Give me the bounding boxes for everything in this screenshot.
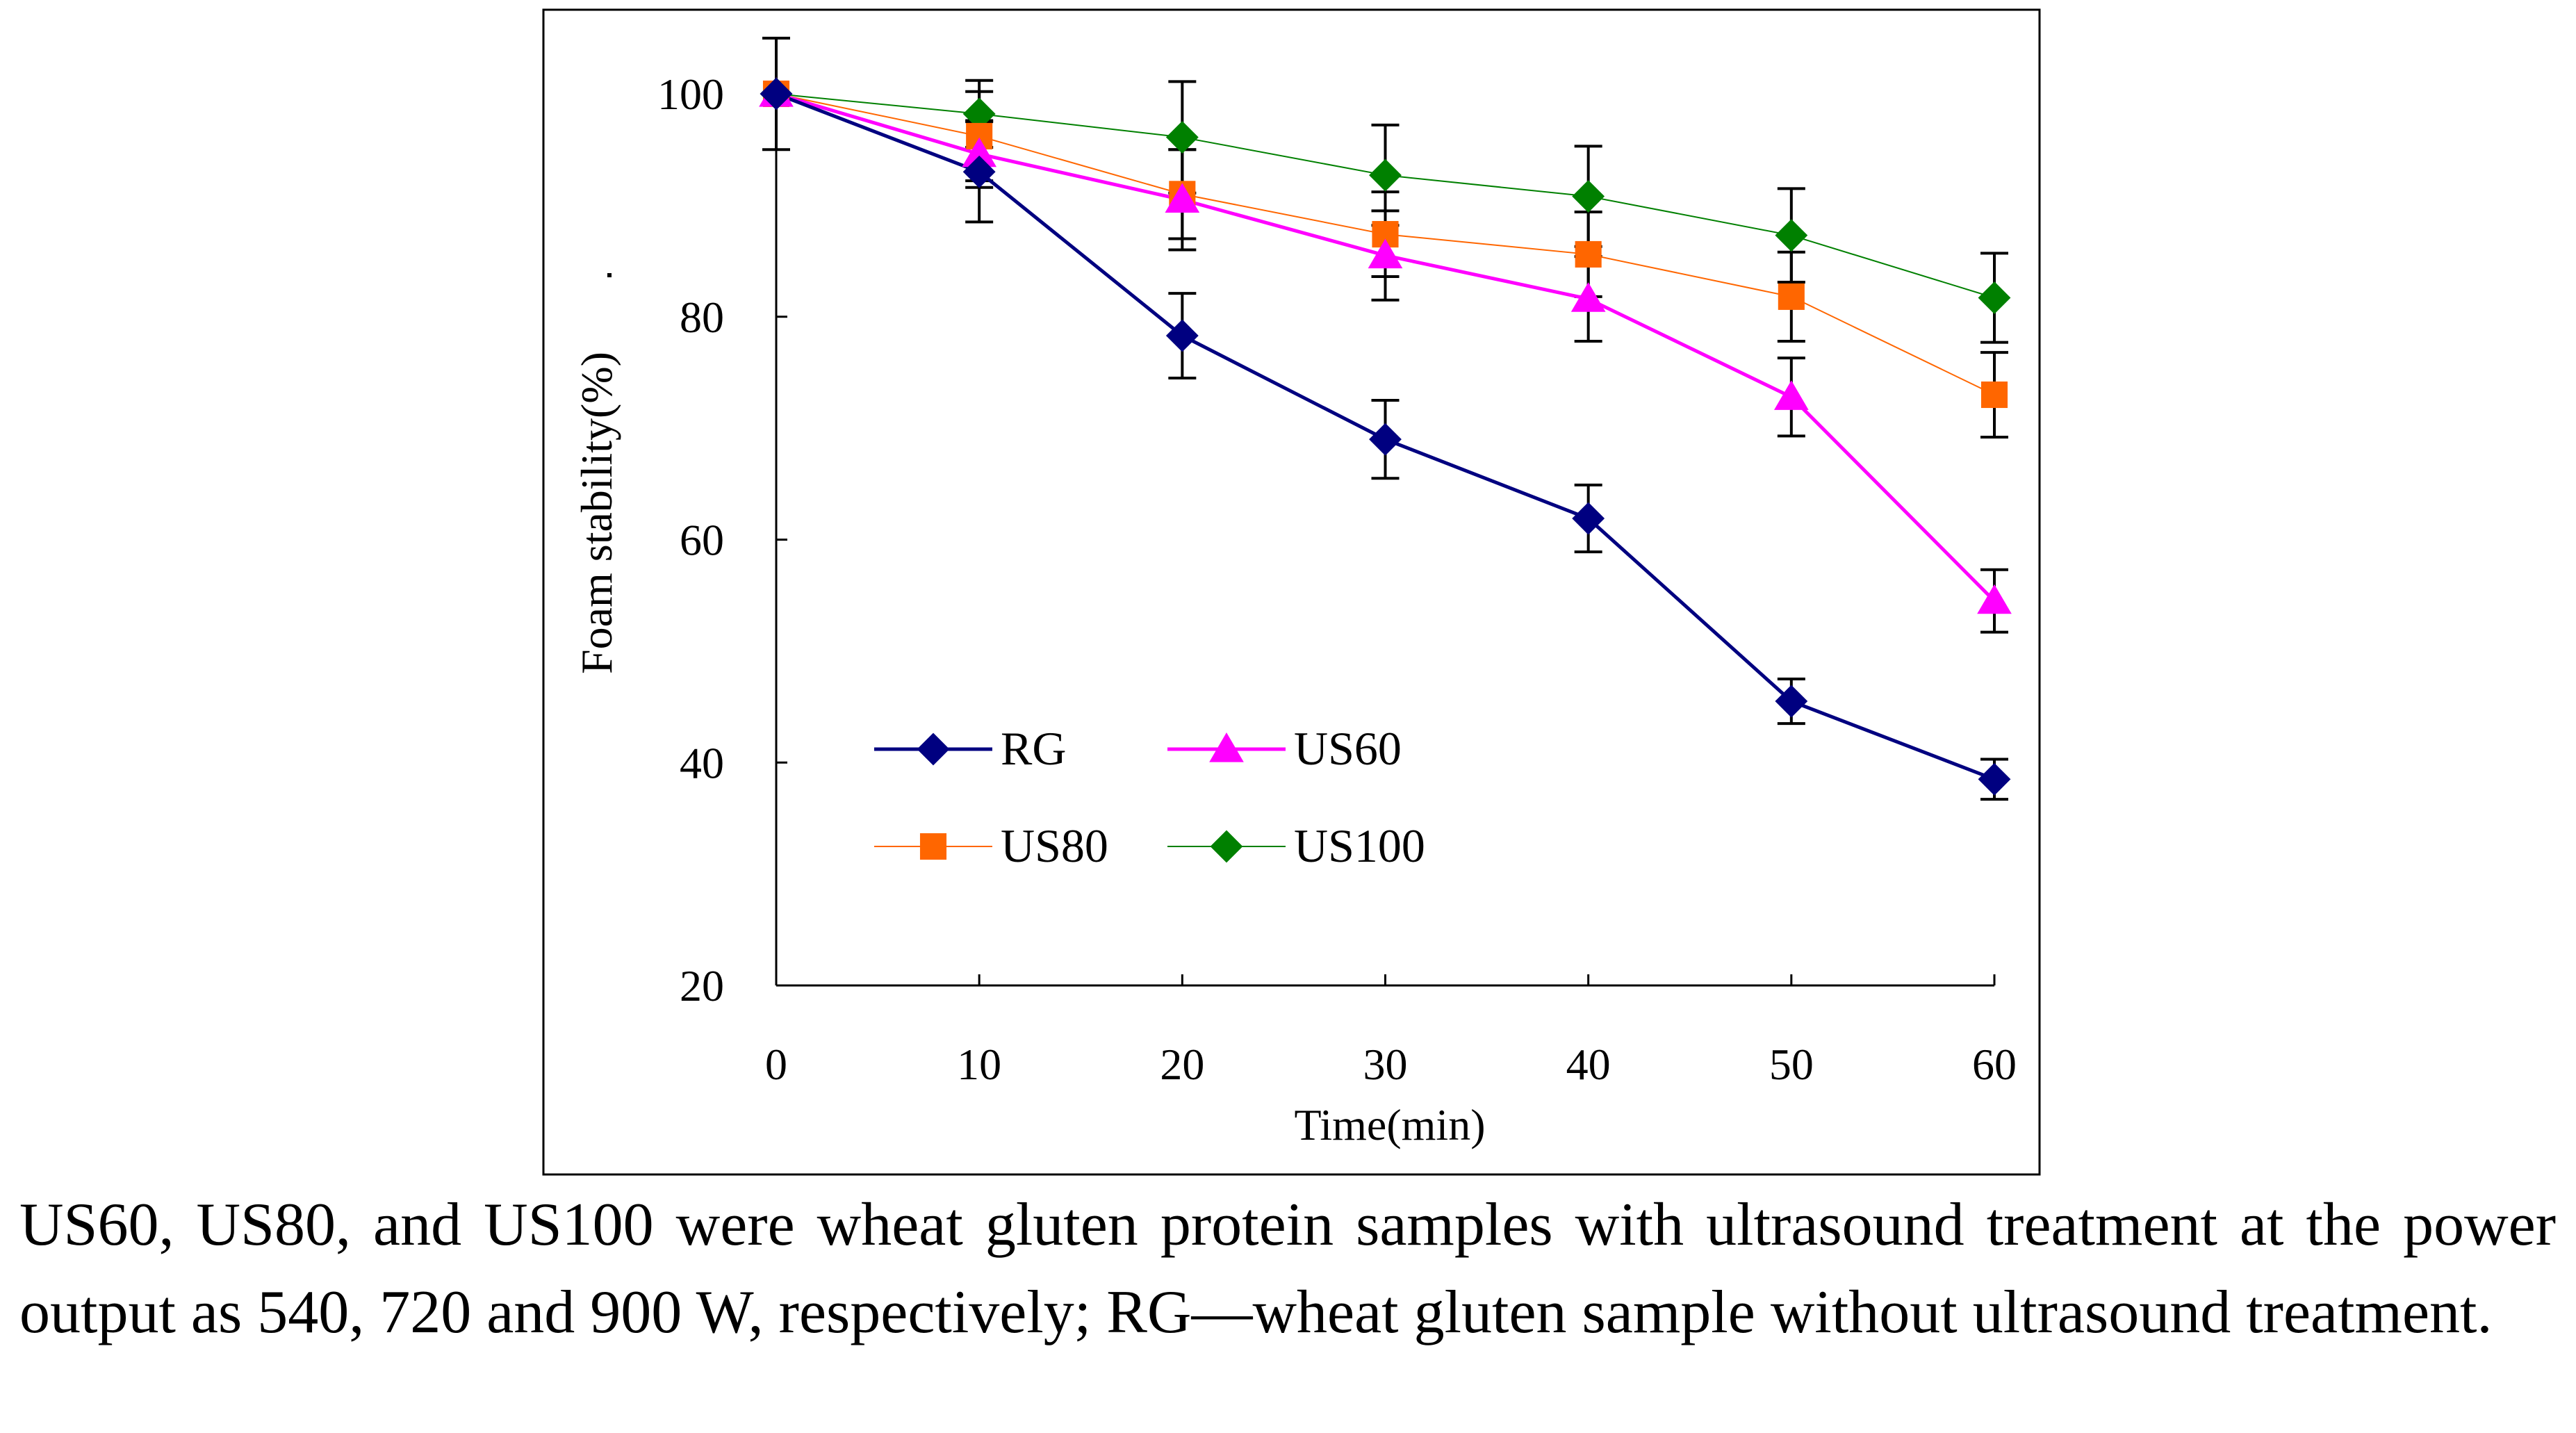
chart-border	[542, 8, 2041, 1176]
x-axis-title: Time(min)	[1295, 1100, 1486, 1149]
y-axis-title: Foam stability(%)	[572, 352, 621, 674]
x-tick-label: 0	[765, 1040, 787, 1089]
series-markers	[759, 77, 2012, 796]
x-tick-label: 60	[1972, 1040, 2017, 1089]
data-point-us100	[1165, 121, 1199, 154]
data-point-rg	[1775, 685, 1808, 718]
data-point-us100	[1369, 158, 1402, 192]
data-point-rg	[1978, 762, 2011, 796]
data-point-rg	[760, 77, 793, 110]
legend-marker-us80	[919, 833, 947, 860]
legend-label-rg: RG	[1001, 722, 1066, 775]
data-point-us100	[1978, 281, 2011, 314]
legend-label-us60: US60	[1294, 722, 1402, 775]
stray-dot	[607, 273, 612, 277]
data-point-us100	[1775, 219, 1808, 252]
y-tick-label: 40	[680, 738, 724, 787]
figure-caption: US60, US80, and US100 were wheat gluten …	[19, 1191, 2556, 1346]
data-point-rg	[962, 155, 996, 188]
data-point-us60	[1570, 282, 1606, 312]
legend-label-us100: US100	[1294, 819, 1425, 872]
x-tick-label: 50	[1769, 1040, 1814, 1089]
y-tick-label: 100	[657, 69, 724, 119]
data-point-us60	[1368, 238, 1403, 269]
legend-marker-us60	[1209, 732, 1244, 762]
x-tick-label: 20	[1160, 1040, 1204, 1089]
legend-marker-rg	[917, 732, 950, 766]
foam-stability-chart: 20 40 60 80 100 0 10 20 30 40 50 60 RG US60 US80 US100…	[542, 8, 2041, 1176]
y-tick-label: 20	[680, 961, 724, 1010]
data-point-us80	[1575, 240, 1602, 268]
data-point-rg	[1165, 319, 1199, 352]
legend-label-us80: US80	[1001, 819, 1108, 872]
data-point-rg	[1369, 423, 1402, 456]
data-point-us100	[1572, 180, 1605, 213]
data-point-us60	[1977, 584, 2012, 614]
data-point-us60	[1773, 380, 1809, 410]
data-point-us80	[1778, 283, 1805, 310]
x-tick-label: 40	[1566, 1040, 1611, 1089]
y-tick-label: 80	[680, 293, 724, 342]
x-tick-label: 30	[1363, 1040, 1408, 1089]
legend: RG US60 US80 US100	[874, 722, 1425, 872]
data-point-us60	[1165, 183, 1200, 213]
legend-marker-us100	[1210, 830, 1243, 863]
x-tick-label: 10	[957, 1040, 1001, 1089]
data-point-rg	[1572, 502, 1605, 535]
data-point-us80	[1980, 381, 2008, 409]
axis-ticks: 20 40 60 80 100 0 10 20 30 40 50 60	[657, 69, 2017, 1089]
y-tick-label: 60	[680, 516, 724, 565]
